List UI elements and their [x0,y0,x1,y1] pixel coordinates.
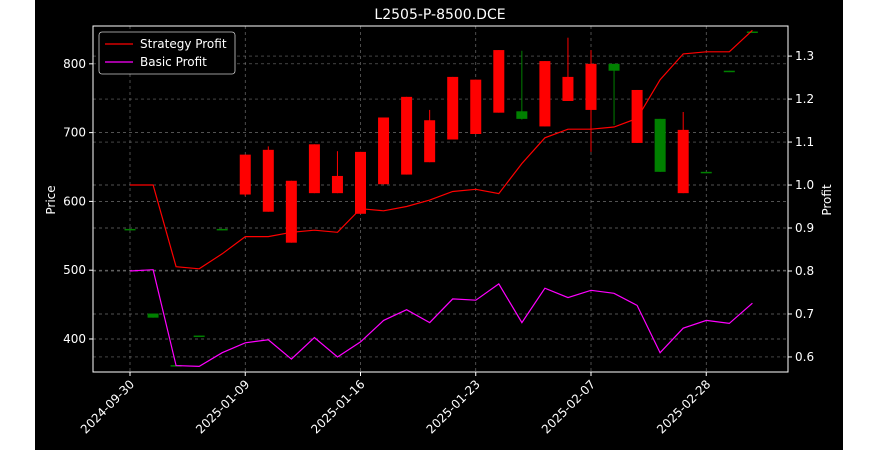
candle-body [631,89,643,143]
y2-axis-label: Profit [820,184,834,216]
candle-body [608,63,620,71]
y2-tick-label: 0.7 [795,307,814,321]
candle-body [355,151,366,214]
x-tick-label: 2024-09-30 [78,377,137,436]
chart-title: L2505-P-8500.DCE [374,7,505,23]
candle-body [654,118,666,172]
profit-lines-layer [129,29,753,368]
y2-tick-label: 1.0 [795,178,814,192]
grid-layer [93,26,788,372]
y2-tick-label: 1.2 [795,92,814,106]
legend-strategy-label: Strategy Profit [140,37,227,51]
y2-tick-label: 0.6 [795,350,814,364]
candle-layer [124,31,758,367]
y-tick-label: 600 [63,194,86,208]
figure-background [35,0,843,450]
candle-body [746,31,758,34]
x-tick-label: 2025-02-07 [539,377,598,436]
candle-body [239,154,251,195]
strategy-profit-line [130,29,753,270]
x-tick-label: 2025-01-09 [193,377,252,436]
y-tick-label: 400 [63,332,86,346]
candle-body [216,228,228,231]
candle-body [700,171,712,174]
candle-body [585,63,597,110]
candle-body [124,228,136,231]
plot-frame [92,25,789,373]
legend: Strategy Profit Basic Profit [98,31,236,75]
y-axis-label: Price [44,185,58,214]
candle-body [470,79,482,134]
candle-body [723,70,735,73]
candle-body [562,76,574,101]
y2-tick-label: 1.1 [795,135,814,149]
candle-body [285,180,297,243]
candle-body [193,335,205,338]
x-tick-label: 2025-01-23 [424,377,483,436]
basic-profit-line [129,269,753,368]
candle-body [677,129,689,194]
candle-body [401,96,413,175]
y-tick-label: 800 [63,57,86,71]
candle-body [308,144,320,194]
candle-body [378,117,390,185]
candle-body [262,149,274,212]
candle-body [447,76,459,140]
y-tick-label: 700 [63,126,86,140]
candle-body [539,61,551,127]
y2-tick-label: 1.3 [795,49,814,63]
y-tick-label: 500 [63,263,86,277]
y2-tick-label: 0.9 [795,221,814,235]
x-tick-label: 2025-02-28 [654,377,713,436]
candle-body [331,175,343,194]
candle-body [516,111,528,119]
legend-basic-label: Basic Profit [140,55,207,69]
x-tick-label: 2025-01-16 [308,377,367,436]
y2-tick-label: 0.8 [795,264,814,278]
candle-body [493,50,505,113]
legend-box [98,31,236,75]
axis-layer: 400 500 600 700 800 0.6 0.7 0.8 0.9 1.0 1.1 1.2 1.3 2… [63,49,814,436]
candle-body [147,313,159,318]
candle-body [424,120,436,163]
